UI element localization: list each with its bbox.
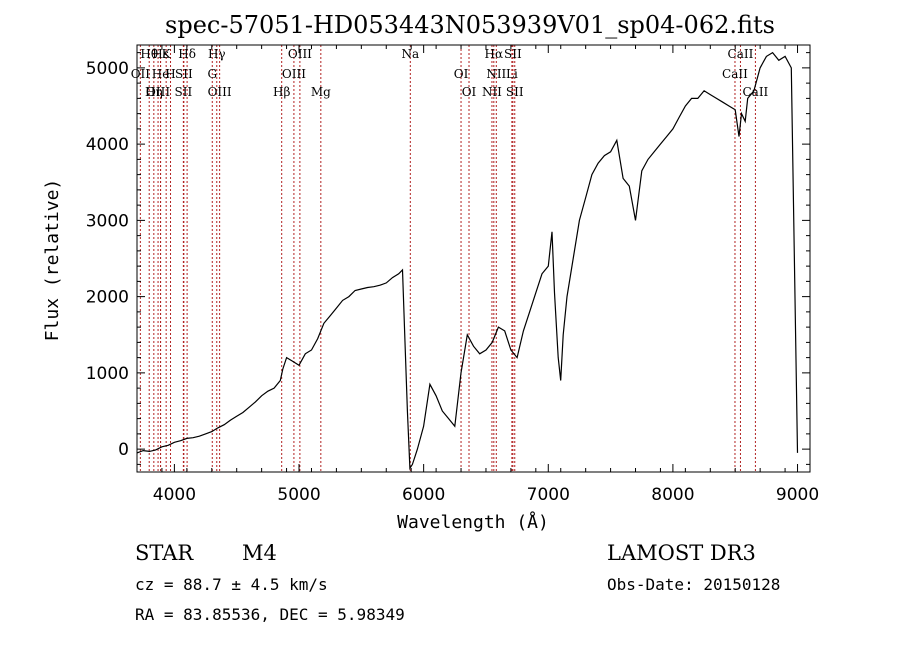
y-tick-label: 5000 — [86, 59, 129, 79]
spectral-line-label: Hε — [152, 47, 169, 61]
spectral-line-label: Hγ — [208, 47, 226, 61]
plot-frame — [136, 44, 811, 473]
observation-date: Obs-Date: 20150128 — [607, 575, 780, 594]
x-tick-label: 9000 — [776, 485, 819, 505]
spectral-line-label: Hβ — [273, 85, 290, 99]
spectral-line-label: Hθ — [140, 47, 158, 61]
x-axis-label: Wavelength (Å) — [397, 511, 549, 533]
spectral-line-label: Hδ — [178, 47, 196, 61]
x-tick-label: 6000 — [402, 485, 445, 505]
spectral-line-label: Hα — [485, 47, 504, 61]
spectral-line-label: OIII — [208, 85, 232, 99]
spectral-line-label: OII — [131, 67, 151, 81]
spectrum-line — [136, 51, 799, 471]
spectral-line-label: OI — [462, 85, 477, 99]
object-type: STAR — [135, 541, 194, 565]
spectral-line-label: OIII — [146, 85, 170, 99]
x-axis-ticks: 4000 5000 6000 7000 8000 9000 — [136, 45, 819, 505]
y-axis-ticks: 0 1000 2000 3000 4000 5000 — [86, 52, 810, 465]
spectral-line-label: SII — [175, 67, 193, 81]
y-tick-label: 4000 — [86, 135, 129, 155]
spectral-line-label: Na — [401, 47, 419, 61]
y-tick-label: 2000 — [86, 288, 129, 308]
spectral-line-label: CaII — [728, 47, 754, 61]
x-tick-label: 7000 — [527, 485, 570, 505]
spectral-line-label: NII — [482, 85, 502, 99]
x-tick-label: 8000 — [651, 485, 694, 505]
spectral-line-label: CaII — [742, 85, 768, 99]
spectral-line-label: Li — [506, 67, 518, 81]
x-tick-label: 5000 — [277, 485, 320, 505]
spectral-line-label: OIII — [288, 47, 312, 61]
spectral-line-label: Mg — [311, 85, 331, 99]
x-tick-label: 4000 — [153, 485, 196, 505]
spectral-line-label: SII — [175, 85, 193, 99]
chart-title: spec-57051-HD053443N053939V01_sp04-062.f… — [165, 11, 775, 39]
spectral-line-label: H — [165, 67, 175, 81]
spectral-line-label: Hη — [145, 85, 163, 99]
spectral-line-label: OIII — [282, 67, 306, 81]
survey-name: LAMOST DR3 — [607, 541, 756, 565]
spectral-line-markers — [139, 45, 756, 472]
spectral-line-label: He — [152, 67, 170, 81]
y-axis-label: Flux (relative) — [42, 179, 63, 342]
spectral-subclass: M4 — [242, 541, 277, 565]
y-tick-label: 0 — [118, 440, 129, 460]
spectral-line-label: OI — [454, 67, 469, 81]
spectral-line-labels: HθOIIOIIIHεHeHηKHSIIHδSIIOIIIHγGHβOIIIOI… — [131, 47, 769, 99]
y-tick-label: 3000 — [86, 211, 129, 231]
redshift-cz: cz = 88.7 ± 4.5 km/s — [135, 575, 328, 594]
spectral-line-label: SII — [504, 47, 522, 61]
spectral-line-label: SII — [506, 85, 524, 99]
spectral-line-label: NII — [486, 67, 506, 81]
ra-dec-coords: RA = 83.85536, DEC = 5.98349 — [135, 605, 405, 624]
spectral-line-label: K — [162, 47, 172, 61]
spectral-line-label: G — [207, 67, 217, 81]
y-tick-label: 1000 — [86, 364, 129, 384]
spectral-line-label: CaII — [722, 67, 748, 81]
